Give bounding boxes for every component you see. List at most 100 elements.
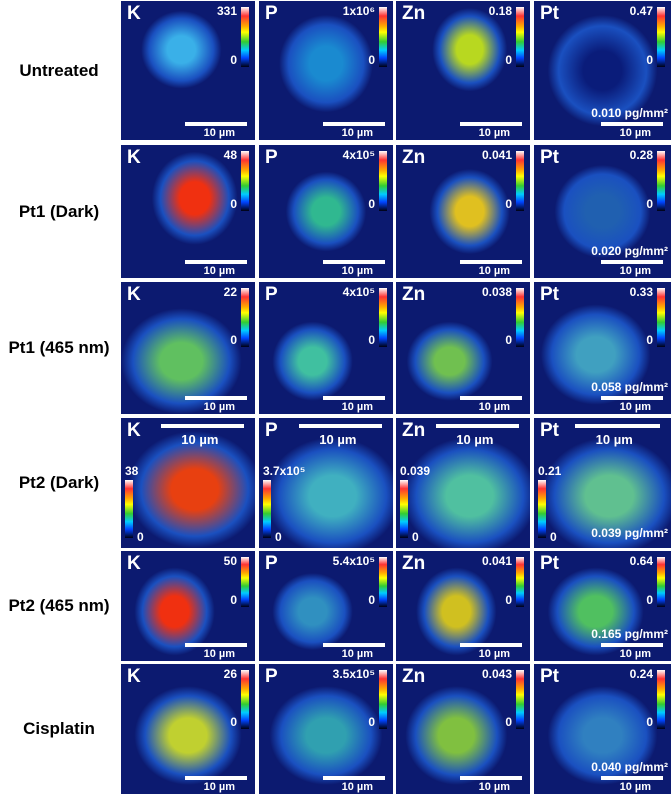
max-value: 0.041	[481, 554, 512, 568]
element-label: Pt	[540, 420, 559, 441]
min-value: 0	[505, 714, 512, 729]
map-panel: Pt 0.47 0 10 µm 0.010 pg/mm²	[534, 1, 671, 140]
scale-label: 10 µm	[341, 781, 373, 793]
scale-label: 10 µm	[478, 401, 510, 413]
max-value: 3.7x10⁵	[263, 464, 306, 478]
colorbar	[657, 288, 665, 348]
map-panel: P 4x10⁵ 0 10 µm	[259, 282, 393, 414]
colorbar	[379, 670, 387, 729]
scale-label: 10 µm	[203, 127, 235, 139]
scale-bar	[436, 424, 520, 428]
min-value: 0	[505, 333, 512, 348]
scale-bar	[185, 122, 247, 126]
min-value: 0	[412, 530, 419, 544]
colorbar	[657, 670, 665, 729]
min-value: 0	[230, 714, 237, 729]
min-value: 0	[646, 196, 653, 211]
min-value: 0	[646, 53, 653, 67]
scale-label: 10 µm	[619, 127, 651, 139]
scale-bar	[323, 643, 385, 647]
element-label: Zn	[402, 147, 426, 168]
scale-label: 10 µm	[341, 401, 373, 413]
scale-label: 10 µm	[203, 781, 235, 793]
colorbar	[657, 557, 665, 607]
max-value: 0.33	[629, 285, 653, 299]
max-value: 0.18	[488, 4, 512, 18]
max-value: 4x10⁵	[342, 148, 375, 162]
max-value: 48	[223, 148, 237, 162]
map-panel: K 48 0 10 µm	[121, 145, 255, 278]
map-panel: K 331 0 10 µm	[121, 1, 255, 140]
scale-label: 10 µm	[341, 648, 373, 660]
row-label: Pt2 (465 nm)	[8, 596, 110, 615]
scale-bar	[185, 396, 247, 400]
element-label: K	[127, 147, 141, 168]
map-panel: P 3.5x10⁵ 0 10 µm	[259, 664, 393, 794]
map-panel: K 50 0 10 µm	[121, 551, 255, 661]
colorbar	[379, 557, 387, 607]
element-label: Zn	[402, 3, 426, 24]
colorbar	[516, 670, 524, 729]
max-value: 0.21	[538, 464, 562, 478]
colorbar	[241, 7, 249, 67]
element-label: Pt	[540, 3, 559, 24]
scale-bar	[323, 260, 385, 264]
max-value: 4x10⁵	[342, 285, 375, 299]
row-label: Pt2 (Dark)	[18, 473, 100, 492]
dose-label: 0.010 pg/mm²	[591, 106, 668, 120]
element-label: K	[127, 284, 141, 305]
map-panel: Zn 0.041 0 10 µm	[396, 551, 530, 661]
max-value: 0.041	[481, 148, 512, 162]
scale-label: 10 µm	[619, 781, 651, 793]
scale-bar	[185, 260, 247, 264]
element-label: Zn	[402, 284, 426, 305]
scale-label: 10 µm	[619, 265, 651, 277]
scale-bar	[601, 122, 663, 126]
scale-bar	[161, 424, 245, 428]
scale-label: 10 µm	[203, 401, 235, 413]
element-label: P	[265, 420, 278, 441]
dose-label: 0.039 pg/mm²	[591, 526, 668, 540]
map-panel: Zn 0.038 0 10 µm	[396, 282, 530, 414]
colorbar	[263, 480, 271, 538]
scale-bar	[601, 260, 663, 264]
colorbar	[657, 7, 665, 67]
element-label: Zn	[402, 553, 426, 574]
max-value: 22	[223, 285, 237, 299]
max-value: 0.043	[481, 667, 512, 681]
max-value: 50	[223, 554, 237, 568]
row-label: Untreated	[19, 60, 99, 80]
element-label: Pt	[540, 666, 559, 687]
map-panel: P 1x10⁶ 0 10 µm	[259, 1, 393, 140]
map-panel: P 3.7x10⁵ 0 10 µm	[259, 418, 393, 548]
element-label: P	[265, 147, 278, 168]
scale-label: 10 µm	[341, 127, 373, 139]
scale-label: 10 µm	[203, 265, 235, 277]
dose-label: 0.020 pg/mm²	[591, 244, 668, 258]
map-panel: Zn 0.043 0 10 µm	[396, 664, 530, 794]
min-value: 0	[368, 53, 375, 67]
max-value: 1x10⁶	[342, 4, 375, 18]
element-label: P	[265, 666, 278, 687]
min-value: 0	[646, 714, 653, 729]
min-value: 0	[505, 53, 512, 67]
max-value: 331	[216, 4, 237, 18]
map-panel: K 26 0 10 µm	[121, 664, 255, 794]
colorbar	[538, 480, 546, 538]
max-value: 3.5x10⁵	[332, 667, 375, 681]
scale-bar	[460, 260, 522, 264]
element-label: Pt	[540, 284, 559, 305]
colorbar	[241, 557, 249, 607]
colorbar	[400, 480, 408, 538]
min-value: 0	[505, 196, 512, 211]
min-value: 0	[230, 592, 237, 607]
min-value: 0	[646, 333, 653, 348]
element-label: Pt	[540, 147, 559, 168]
colorbar	[516, 288, 524, 348]
element-label: Pt	[540, 553, 559, 574]
scale-label: 10 µm	[478, 127, 510, 139]
min-value: 0	[368, 333, 375, 348]
scale-bar	[185, 643, 247, 647]
map-panel: P 5.4x10⁵ 0 10 µm	[259, 551, 393, 661]
scale-bar	[299, 424, 383, 428]
